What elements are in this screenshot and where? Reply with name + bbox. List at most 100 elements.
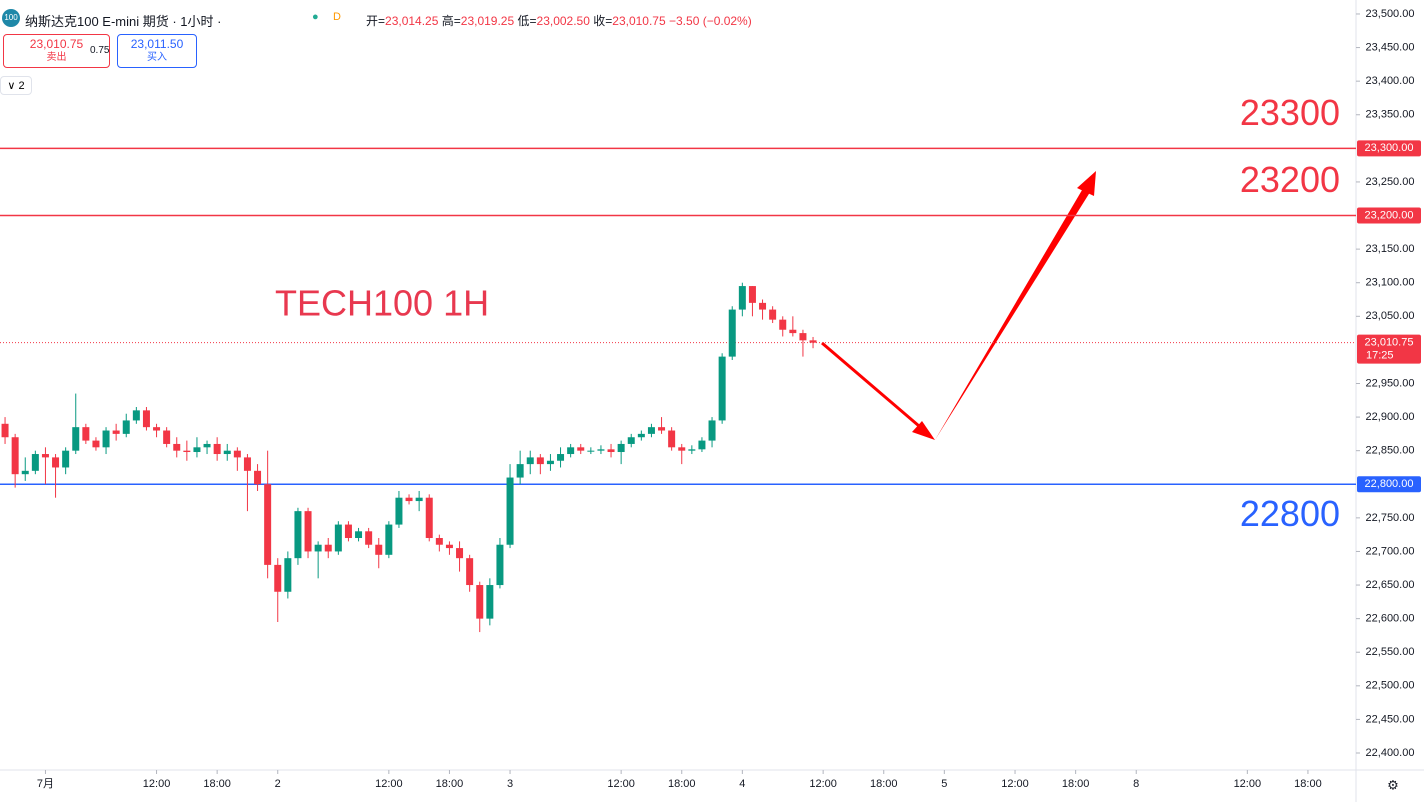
buy-button[interactable]: 23,011.50 买入 (117, 34, 197, 68)
ohlc: 开=23,014.25 高=23,019.25 低=23,002.50 收=23… (366, 12, 752, 29)
candle (163, 427, 171, 448)
price: 23,011.50 (130, 37, 184, 51)
candle (62, 447, 70, 475)
candle-body (163, 430, 171, 444)
candle (324, 538, 332, 559)
candle (405, 494, 413, 505)
candle-body (557, 454, 565, 461)
indicators-toggle[interactable]: ∨ 2 (0, 76, 32, 95)
candle-body (254, 470, 262, 485)
y-tick-label: 22,400.00 (1366, 747, 1415, 759)
y-tick-label: 23,400.00 (1366, 75, 1415, 87)
candle-body (92, 440, 100, 448)
last-price-label: 23,010.75 (1365, 337, 1414, 349)
candle-body (142, 410, 150, 428)
y-tick-label: 23,100.00 (1366, 277, 1415, 289)
candle (11, 433, 19, 488)
candle (688, 445, 696, 455)
candle (233, 447, 241, 471)
candle-body (233, 450, 241, 458)
candle-body (526, 457, 534, 465)
arrow-head (1077, 171, 1096, 196)
x-tick-label: 18:00 (668, 778, 696, 790)
candle-body (183, 450, 191, 453)
candle (82, 423, 90, 444)
candle-body (647, 427, 655, 434)
candle-body (365, 531, 373, 545)
x-tick-label: 2 (275, 778, 281, 790)
candle-body (748, 286, 756, 303)
level-text: 23200 (1240, 159, 1340, 200)
y-tick-label: 22,850.00 (1366, 445, 1415, 457)
value: 23,002.50 (536, 14, 590, 28)
candle (506, 464, 514, 549)
y-tick-label: 22,500.00 (1366, 680, 1415, 692)
x-tick-label: 7月 (37, 778, 54, 790)
y-tick-label: 23,350.00 (1366, 109, 1415, 121)
x-tick-label: 5 (941, 778, 947, 790)
candle (627, 433, 635, 448)
candle (112, 423, 120, 441)
symbol-title[interactable]: 纳斯达克100 E-mini 期货 · 1小时 · (25, 14, 222, 29)
candle-body (496, 544, 504, 586)
level-text: 23300 (1240, 92, 1340, 133)
candle (375, 538, 383, 569)
level-price-label-bg (1357, 476, 1421, 493)
candle-body (506, 477, 514, 545)
x-tick-label: 12:00 (143, 778, 171, 790)
candle-body (435, 538, 443, 545)
candle-body (385, 524, 393, 555)
candle (385, 521, 393, 559)
x-tick-label: 18:00 (203, 778, 231, 790)
candle-body (72, 427, 80, 451)
badge: D (333, 11, 341, 23)
countdown: 17:25 (1366, 350, 1394, 362)
y-tick-label: 23,050.00 (1366, 310, 1415, 322)
candle-body (516, 464, 524, 478)
y-tick-label: 22,750.00 (1366, 512, 1415, 524)
candle (173, 437, 181, 458)
candle (536, 454, 544, 475)
candle-body (607, 449, 615, 453)
status-dot: ● (312, 11, 319, 23)
candle (334, 521, 342, 555)
label: 低= (517, 14, 537, 28)
candle-body (799, 333, 807, 341)
candle-body (122, 420, 130, 434)
candle-body (223, 450, 231, 455)
candle (132, 407, 140, 424)
candle (809, 336, 817, 349)
candle (647, 423, 655, 438)
sell-button[interactable]: 23,010.75 卖出 (3, 34, 110, 68)
candle (395, 490, 403, 528)
candle (637, 430, 645, 441)
candle (607, 443, 615, 458)
candle-body (708, 420, 716, 441)
label: 开= (366, 14, 386, 28)
candle (142, 407, 150, 431)
candle-body (597, 449, 605, 451)
candle (476, 581, 484, 633)
candle (587, 447, 595, 455)
candle (193, 437, 201, 458)
candle-body (759, 302, 767, 310)
candle (213, 437, 221, 461)
candle-body (203, 443, 211, 448)
candle-body (627, 437, 635, 444)
candle (779, 316, 787, 337)
candle (708, 417, 716, 448)
settings-icon[interactable]: ⚙ (1387, 777, 1399, 792)
candle-body (112, 430, 120, 434)
value: 23,014.25 (385, 14, 439, 28)
candle-body (284, 558, 292, 592)
candle (304, 507, 312, 559)
candle (183, 440, 191, 461)
candle (92, 437, 100, 451)
candle (415, 490, 423, 512)
candle-body (173, 443, 181, 451)
candle (314, 541, 322, 579)
candle (122, 413, 130, 438)
candle-body (21, 470, 29, 475)
x-tick-label: 12:00 (375, 778, 403, 790)
